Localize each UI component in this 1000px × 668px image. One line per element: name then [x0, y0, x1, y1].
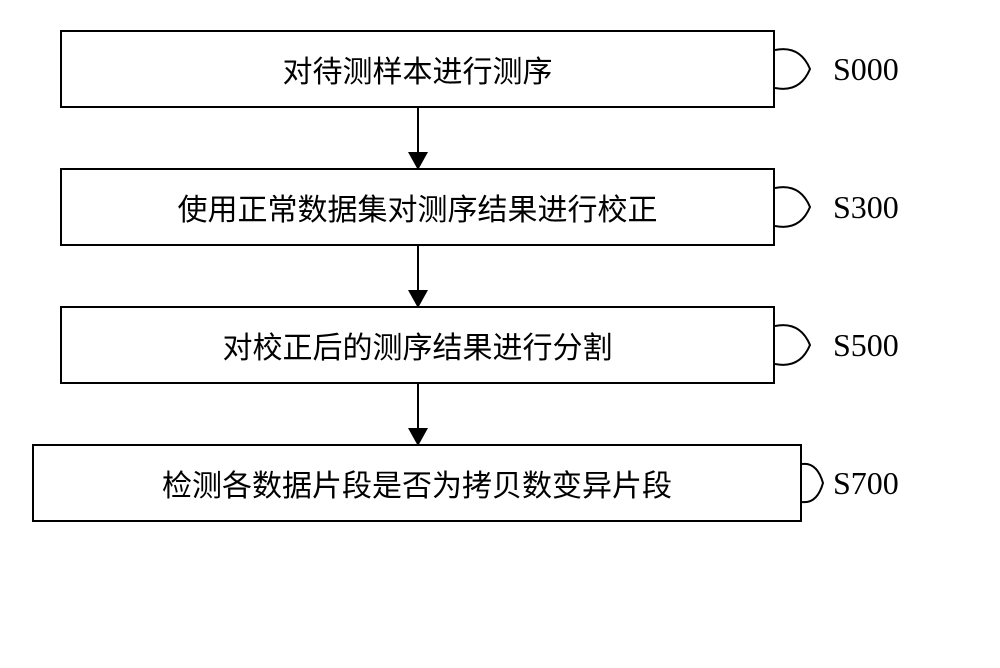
step-label-3: S700: [833, 465, 899, 502]
step-box-0: 对待测样本进行测序: [60, 30, 775, 108]
step-text: 使用正常数据集对测序结果进行校正: [178, 185, 658, 229]
step-row-3: 检测各数据片段是否为拷贝数变异片段 S700: [60, 444, 940, 522]
arrow-container-0: [60, 108, 775, 168]
flowchart-container: 对待测样本进行测序 S000 使用正常数据集对测序结果进行校正 S300 对校正…: [60, 30, 940, 522]
step-row-0: 对待测样本进行测序 S000: [60, 30, 940, 108]
arrow-container-1: [60, 246, 775, 306]
arrow-1: [417, 246, 419, 306]
step-row-1: 使用正常数据集对测序结果进行校正 S300: [60, 168, 940, 246]
step-box-3: 检测各数据片段是否为拷贝数变异片段: [32, 444, 802, 522]
connector-2: [775, 306, 825, 384]
arrow-2: [417, 384, 419, 444]
step-label-1: S300: [833, 189, 899, 226]
step-text: 对校正后的测序结果进行分割: [223, 323, 613, 367]
arrow-0: [417, 108, 419, 168]
connector-3: [802, 444, 825, 522]
step-box-1: 使用正常数据集对测序结果进行校正: [60, 168, 775, 246]
step-row-2: 对校正后的测序结果进行分割 S500: [60, 306, 940, 384]
step-text: 检测各数据片段是否为拷贝数变异片段: [162, 461, 672, 505]
step-label-2: S500: [833, 327, 899, 364]
step-text: 对待测样本进行测序: [283, 47, 553, 91]
arrow-container-2: [60, 384, 775, 444]
connector-0: [775, 30, 825, 108]
step-label-0: S000: [833, 51, 899, 88]
connector-1: [775, 168, 825, 246]
step-box-2: 对校正后的测序结果进行分割: [60, 306, 775, 384]
